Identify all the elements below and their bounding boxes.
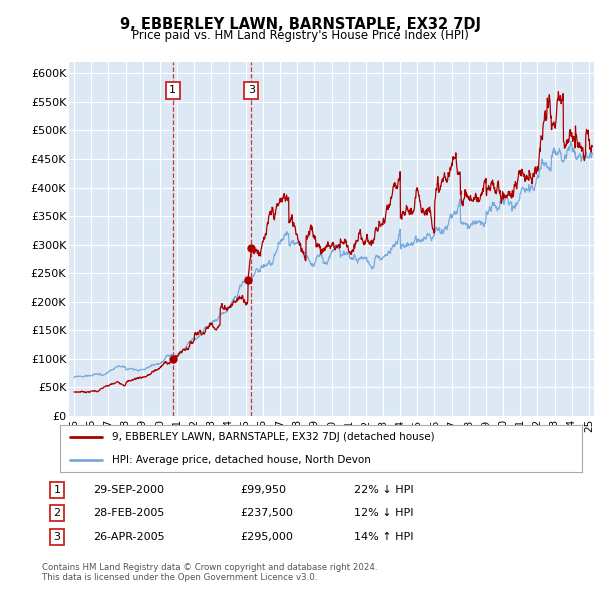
Text: 12% ↓ HPI: 12% ↓ HPI (354, 509, 413, 518)
Text: Contains HM Land Registry data © Crown copyright and database right 2024.: Contains HM Land Registry data © Crown c… (42, 563, 377, 572)
Text: Price paid vs. HM Land Registry's House Price Index (HPI): Price paid vs. HM Land Registry's House … (131, 29, 469, 42)
Text: HPI: Average price, detached house, North Devon: HPI: Average price, detached house, Nort… (112, 455, 371, 465)
Text: 1: 1 (53, 485, 61, 494)
Text: 29-SEP-2000: 29-SEP-2000 (93, 485, 164, 494)
Text: 1: 1 (169, 86, 176, 96)
Text: 9, EBBERLEY LAWN, BARNSTAPLE, EX32 7DJ: 9, EBBERLEY LAWN, BARNSTAPLE, EX32 7DJ (119, 17, 481, 32)
Text: 3: 3 (248, 86, 255, 96)
Text: 26-APR-2005: 26-APR-2005 (93, 532, 164, 542)
Text: £99,950: £99,950 (240, 485, 286, 494)
Text: This data is licensed under the Open Government Licence v3.0.: This data is licensed under the Open Gov… (42, 572, 317, 582)
Text: 28-FEB-2005: 28-FEB-2005 (93, 509, 164, 518)
Text: 2: 2 (53, 509, 61, 518)
Text: £295,000: £295,000 (240, 532, 293, 542)
Text: 3: 3 (53, 532, 61, 542)
Text: 9, EBBERLEY LAWN, BARNSTAPLE, EX32 7DJ (detached house): 9, EBBERLEY LAWN, BARNSTAPLE, EX32 7DJ (… (112, 432, 435, 441)
Text: £237,500: £237,500 (240, 509, 293, 518)
Text: 14% ↑ HPI: 14% ↑ HPI (354, 532, 413, 542)
Text: 22% ↓ HPI: 22% ↓ HPI (354, 485, 413, 494)
